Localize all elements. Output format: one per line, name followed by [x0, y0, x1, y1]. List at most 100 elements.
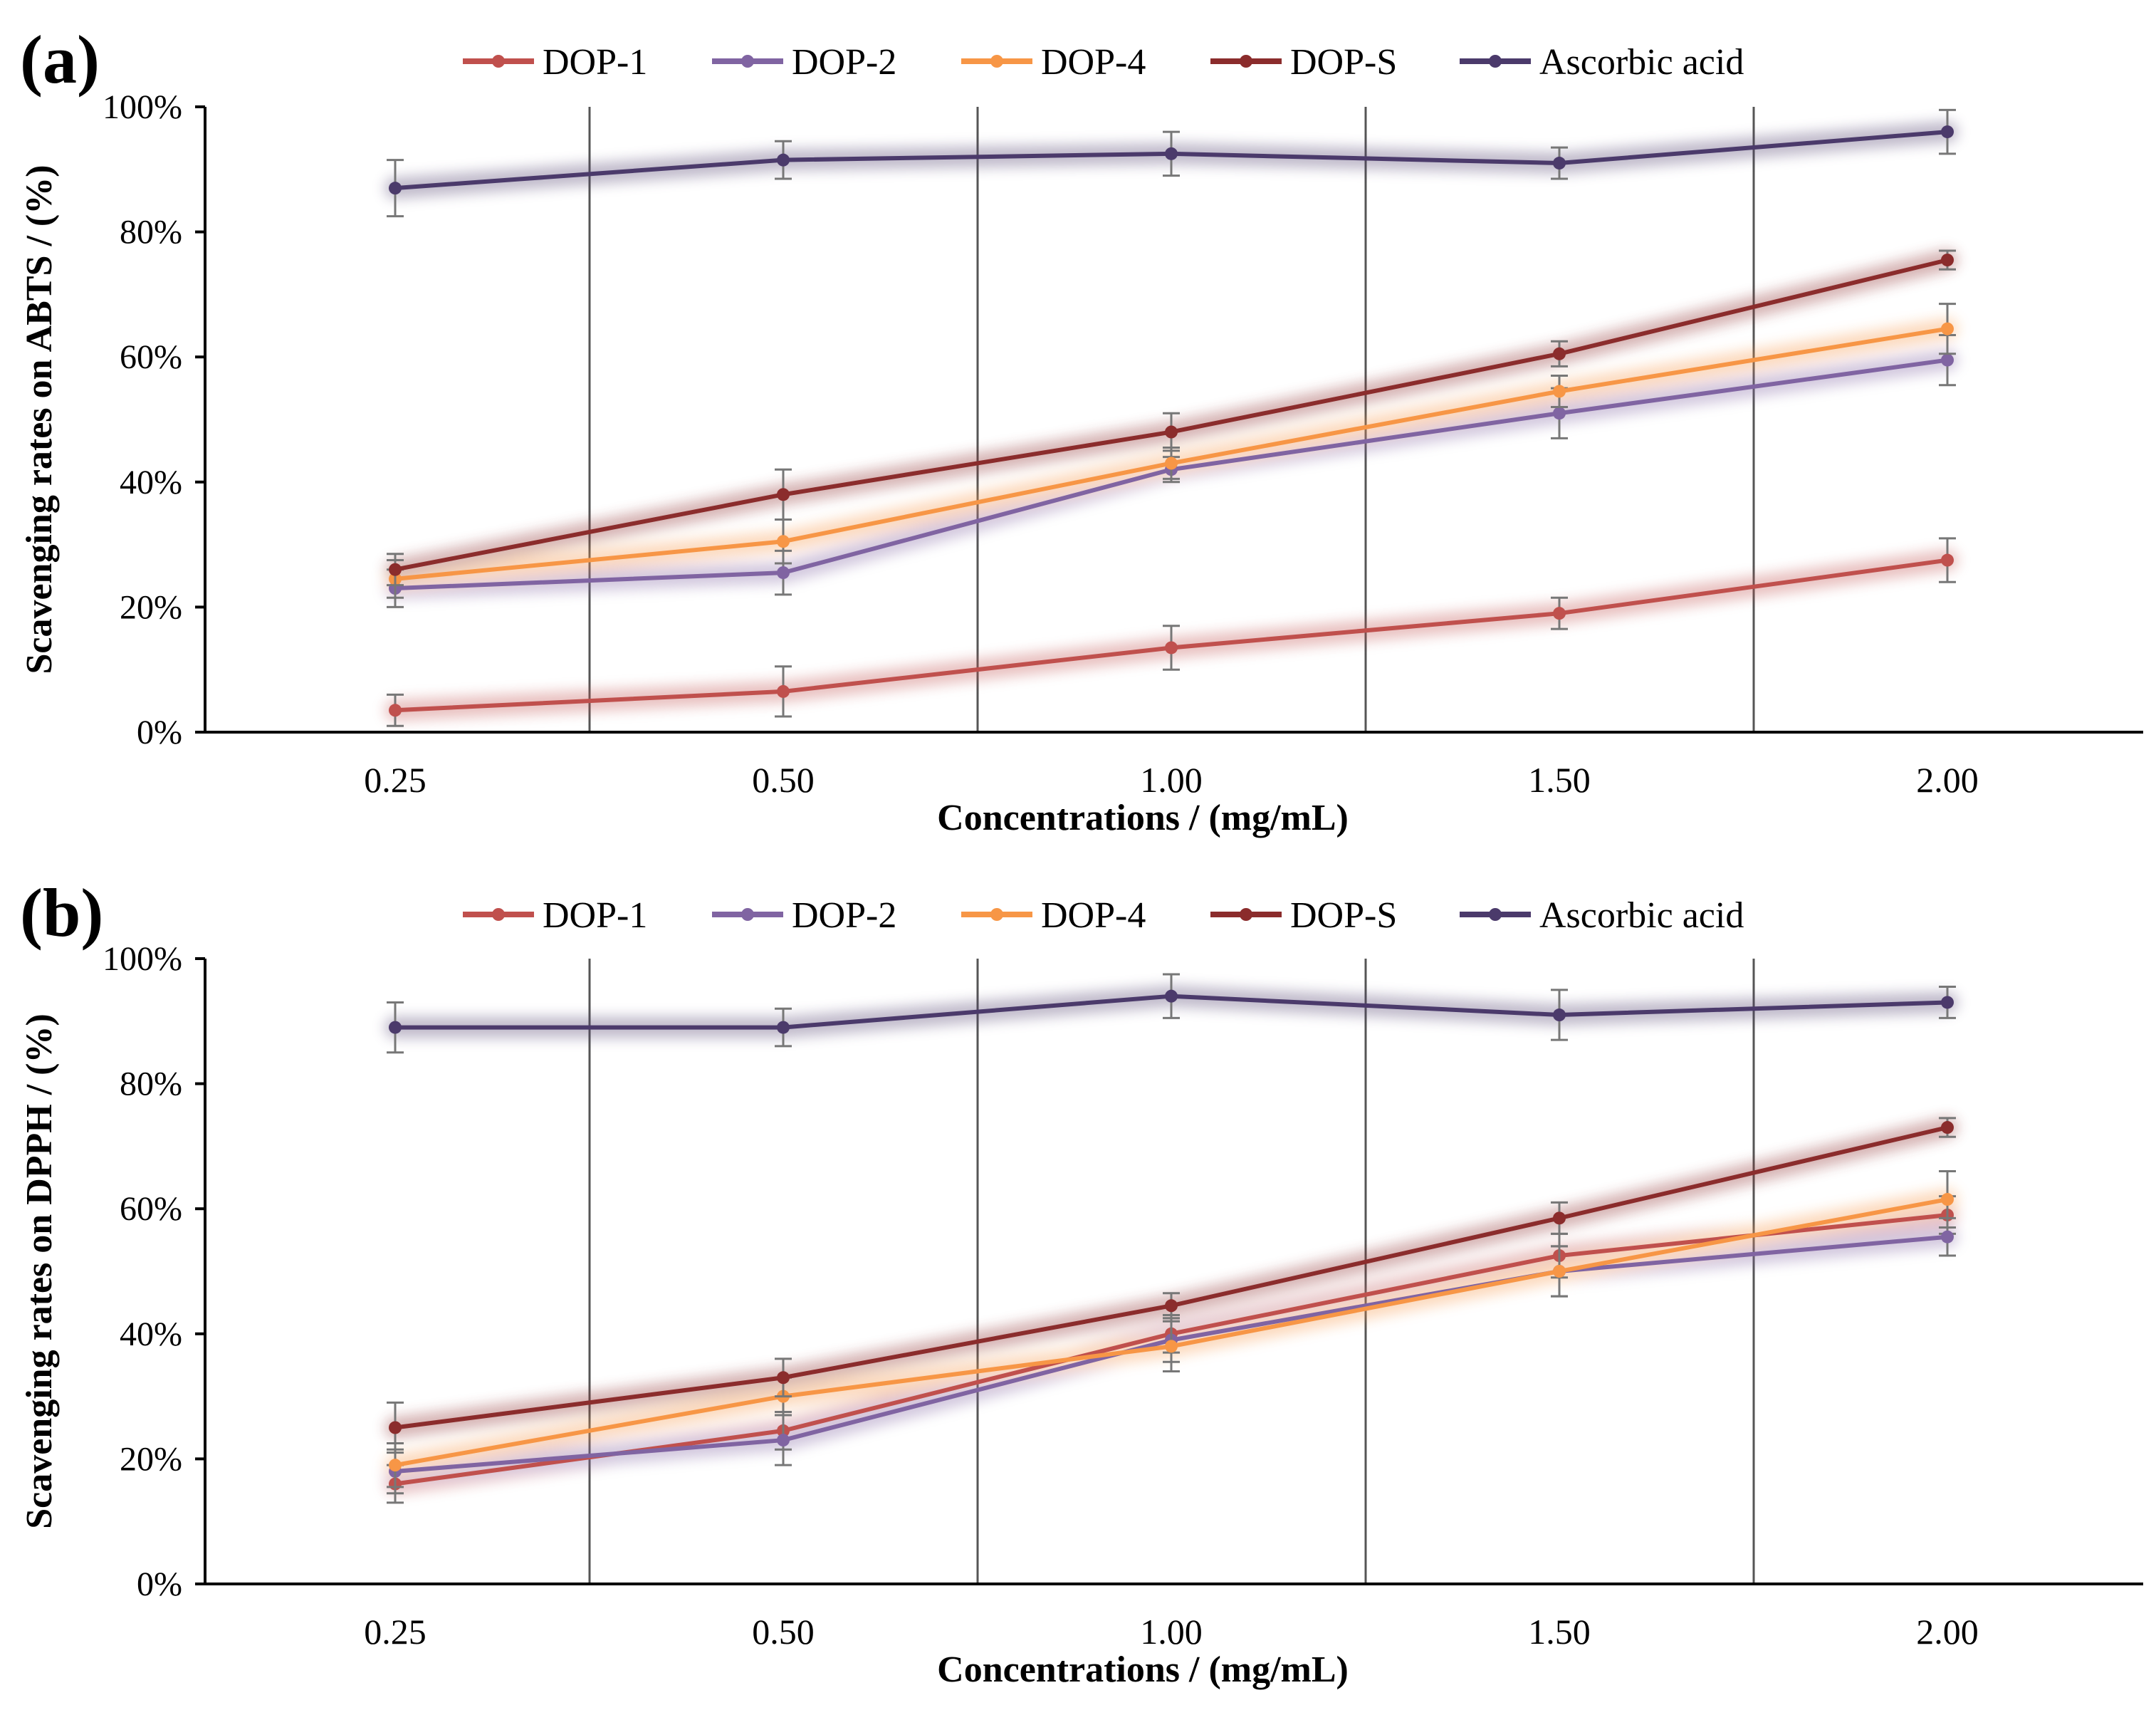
data-point: [1165, 989, 1178, 1003]
data-point: [389, 182, 402, 195]
legend-marker: [990, 55, 1003, 68]
data-point: [1553, 347, 1566, 360]
legend-marker: [990, 908, 1003, 921]
legend-label: DOP-4: [1041, 895, 1146, 936]
legend-label: DOP-1: [543, 895, 647, 936]
data-point: [1941, 553, 1954, 567]
data-point: [1553, 407, 1566, 420]
y-axis-title: Scavenging rates on DPPH / (%): [19, 1013, 60, 1529]
y-tick-label: 100%: [103, 88, 182, 126]
panel-label: (b): [20, 875, 103, 951]
data-point: [1941, 996, 1954, 1009]
series-dop-4: [387, 1170, 1956, 1489]
data-point: [1553, 385, 1566, 398]
data-point: [777, 1371, 790, 1385]
y-tick-label: 0%: [137, 714, 182, 751]
legend-item: DOP-2: [712, 42, 896, 83]
x-tick-label: 2.00: [1916, 1612, 1979, 1652]
chart-panel-b: (b) 0% 20% 40% 60% 80% 100% 0.25 0.50 1.00 1.50 2.0…: [19, 875, 2143, 1690]
data-point: [777, 535, 790, 548]
legend-item: DOP-2: [712, 895, 896, 936]
data-point: [1165, 457, 1178, 470]
x-tick-label: 2.00: [1916, 760, 1979, 800]
legend-label: Ascorbic acid: [1539, 42, 1744, 83]
series-ascorbic-acid: [387, 973, 1956, 1054]
data-point: [389, 1459, 402, 1472]
legend-marker: [492, 908, 505, 921]
data-point: [1941, 353, 1954, 367]
data-point: [1941, 254, 1954, 267]
x-tick-label: 0.50: [752, 1612, 815, 1652]
data-point: [1553, 1265, 1566, 1278]
data-point: [389, 704, 402, 717]
legend-item: DOP-1: [463, 895, 647, 936]
legend-label: DOP-S: [1290, 42, 1397, 83]
data-point: [1553, 1008, 1566, 1022]
x-axis-title: Concentrations / (mg/mL): [937, 798, 1349, 838]
legend-marker: [1489, 55, 1502, 68]
legend-item: DOP-4: [961, 895, 1146, 936]
x-tick-label: 0.50: [752, 760, 815, 800]
data-point: [1941, 125, 1954, 139]
legend-marker: [492, 55, 505, 68]
y-tick-label: 20%: [120, 588, 182, 626]
data-point: [1165, 147, 1178, 160]
data-point: [777, 1434, 790, 1447]
data-point: [1165, 1340, 1178, 1353]
y-tick-label: 80%: [120, 214, 182, 251]
data-point: [1941, 1193, 1954, 1206]
y-tick-label: 20%: [120, 1440, 182, 1478]
series-dop-s: [387, 249, 1956, 587]
data-point: [1553, 1211, 1566, 1225]
data-point: [1941, 322, 1954, 335]
series-dop-1: [387, 537, 1956, 727]
x-tick-label: 1.50: [1528, 760, 1591, 800]
data-point: [389, 563, 402, 576]
series-dop-4: [387, 303, 1956, 599]
data-point: [1553, 157, 1566, 170]
legend-item: DOP-4: [961, 42, 1146, 83]
legend-item: DOP-1: [463, 42, 647, 83]
y-tick-label: 40%: [120, 464, 182, 501]
legend-marker: [1489, 908, 1502, 921]
y-tick-label: 40%: [120, 1315, 182, 1353]
legend-label: DOP-4: [1041, 42, 1146, 83]
x-tick-label: 0.25: [364, 1612, 427, 1652]
legend-item: DOP-S: [1210, 895, 1397, 936]
y-tick-label: 60%: [120, 338, 182, 376]
data-point: [1553, 607, 1566, 620]
legend-label: DOP-2: [792, 42, 896, 83]
data-point: [1165, 425, 1178, 439]
data-point: [777, 684, 790, 698]
legend-item: Ascorbic acid: [1460, 42, 1744, 83]
x-tick-label: 1.00: [1140, 1612, 1203, 1652]
x-axis-title: Concentrations / (mg/mL): [937, 1649, 1349, 1690]
y-tick-label: 80%: [120, 1065, 182, 1103]
series-glow: [384, 1117, 1958, 1439]
y-axis-title: Scavenging rates on ABTS / (%): [19, 165, 60, 674]
data-point: [1941, 1230, 1954, 1244]
data-point: [389, 1021, 402, 1034]
legend-label: DOP-2: [792, 895, 896, 936]
legend-marker: [741, 908, 754, 921]
legend-marker: [1240, 55, 1252, 68]
data-point: [777, 566, 790, 580]
data-point: [389, 1421, 402, 1434]
panel-label: (a): [20, 21, 100, 98]
data-point: [777, 488, 790, 501]
x-tick-label: 1.00: [1140, 760, 1203, 800]
y-tick-label: 0%: [137, 1565, 182, 1603]
y-tick-label: 100%: [103, 940, 182, 978]
chart-panel-a: (a) 0% 20% 40% 60% 80% 100% 0.25 0.50 1.00 1.50 2.0…: [19, 21, 2143, 838]
legend-item: DOP-S: [1210, 42, 1397, 83]
data-point: [777, 153, 790, 167]
x-tick-label: 1.50: [1528, 1612, 1591, 1652]
x-tick-label: 0.25: [364, 760, 427, 800]
series-dop-s: [387, 1117, 1956, 1454]
series-ascorbic-acid: [387, 108, 1956, 218]
data-point: [1941, 1121, 1954, 1135]
data-point: [1165, 1299, 1178, 1313]
legend-item: Ascorbic acid: [1460, 895, 1744, 936]
legend-label: DOP-S: [1290, 895, 1397, 936]
